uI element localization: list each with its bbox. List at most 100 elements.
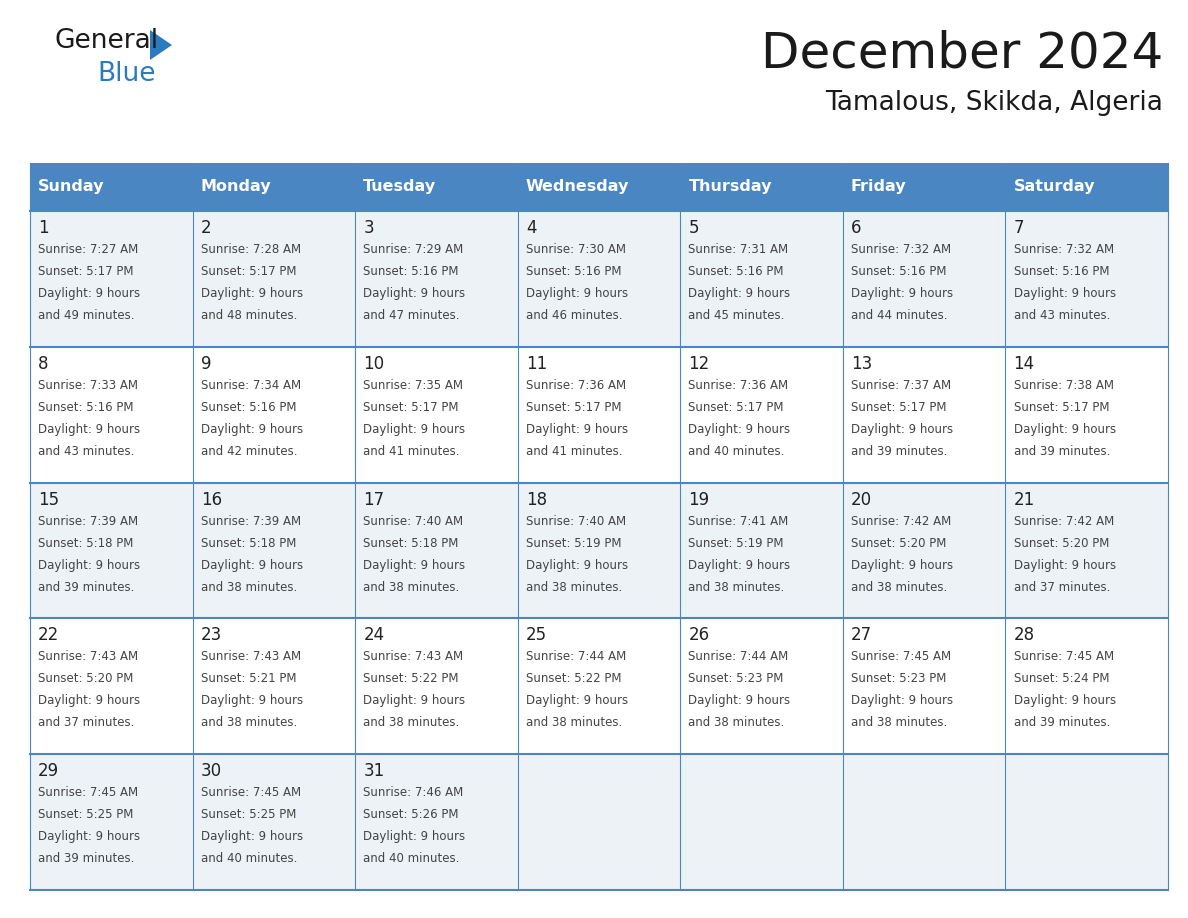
Bar (355, 619, 518, 755)
Text: Sunset: 5:23 PM: Sunset: 5:23 PM (688, 672, 784, 686)
Text: Sunrise: 7:44 AM: Sunrise: 7:44 AM (688, 650, 789, 664)
Text: Sunset: 5:16 PM: Sunset: 5:16 PM (688, 265, 784, 278)
Bar (1005, 483, 1168, 619)
Text: Sunset: 5:17 PM: Sunset: 5:17 PM (201, 265, 296, 278)
Text: Sunrise: 7:40 AM: Sunrise: 7:40 AM (526, 515, 626, 528)
Text: Sunset: 5:16 PM: Sunset: 5:16 PM (526, 265, 621, 278)
Bar (842, 211, 1005, 347)
Text: 7: 7 (1013, 219, 1024, 237)
Text: 26: 26 (688, 626, 709, 644)
Bar (192, 483, 355, 619)
Text: Daylight: 9 hours: Daylight: 9 hours (201, 558, 303, 572)
Text: Daylight: 9 hours: Daylight: 9 hours (38, 287, 140, 300)
Text: Wednesday: Wednesday (526, 180, 630, 195)
Text: 9: 9 (201, 354, 211, 373)
Text: Sunrise: 7:39 AM: Sunrise: 7:39 AM (38, 515, 138, 528)
Text: Sunrise: 7:32 AM: Sunrise: 7:32 AM (1013, 243, 1113, 256)
Text: and 45 minutes.: and 45 minutes. (688, 309, 785, 322)
Text: Daylight: 9 hours: Daylight: 9 hours (201, 423, 303, 436)
Text: Daylight: 9 hours: Daylight: 9 hours (364, 830, 466, 844)
Text: Sunrise: 7:46 AM: Sunrise: 7:46 AM (364, 786, 463, 800)
Text: and 38 minutes.: and 38 minutes. (688, 580, 784, 594)
Text: 16: 16 (201, 490, 222, 509)
Text: Sunrise: 7:31 AM: Sunrise: 7:31 AM (688, 243, 789, 256)
Text: and 38 minutes.: and 38 minutes. (526, 716, 623, 730)
Text: Daylight: 9 hours: Daylight: 9 hours (201, 694, 303, 708)
Text: 13: 13 (851, 354, 872, 373)
Text: and 38 minutes.: and 38 minutes. (526, 580, 623, 594)
Text: Daylight: 9 hours: Daylight: 9 hours (38, 558, 140, 572)
Text: Sunrise: 7:34 AM: Sunrise: 7:34 AM (201, 379, 301, 392)
Text: Daylight: 9 hours: Daylight: 9 hours (364, 558, 466, 572)
Bar (1005, 163, 1168, 211)
Text: Sunset: 5:25 PM: Sunset: 5:25 PM (38, 808, 133, 822)
Text: and 40 minutes.: and 40 minutes. (201, 852, 297, 865)
Text: and 38 minutes.: and 38 minutes. (364, 716, 460, 730)
Text: and 38 minutes.: and 38 minutes. (201, 580, 297, 594)
Text: Sunrise: 7:42 AM: Sunrise: 7:42 AM (1013, 515, 1114, 528)
Text: and 38 minutes.: and 38 minutes. (364, 580, 460, 594)
Text: Sunrise: 7:28 AM: Sunrise: 7:28 AM (201, 243, 301, 256)
Text: Sunrise: 7:29 AM: Sunrise: 7:29 AM (364, 243, 463, 256)
Text: 11: 11 (526, 354, 548, 373)
Bar (518, 163, 681, 211)
Text: Sunrise: 7:30 AM: Sunrise: 7:30 AM (526, 243, 626, 256)
Text: and 39 minutes.: and 39 minutes. (851, 445, 947, 458)
Text: Sunset: 5:19 PM: Sunset: 5:19 PM (526, 537, 621, 550)
Text: Sunrise: 7:43 AM: Sunrise: 7:43 AM (201, 650, 301, 664)
Bar (30, 347, 192, 483)
Bar (1005, 211, 1168, 347)
Bar (681, 755, 842, 890)
Bar (355, 347, 518, 483)
Text: and 41 minutes.: and 41 minutes. (526, 445, 623, 458)
Text: Sunrise: 7:42 AM: Sunrise: 7:42 AM (851, 515, 952, 528)
Text: Monday: Monday (201, 180, 271, 195)
Text: 5: 5 (688, 219, 699, 237)
Text: Blue: Blue (97, 61, 156, 87)
Text: Thursday: Thursday (688, 180, 772, 195)
Text: Sunset: 5:16 PM: Sunset: 5:16 PM (38, 401, 133, 414)
Text: Daylight: 9 hours: Daylight: 9 hours (688, 694, 790, 708)
Bar (681, 619, 842, 755)
Text: Daylight: 9 hours: Daylight: 9 hours (526, 694, 628, 708)
Text: Daylight: 9 hours: Daylight: 9 hours (1013, 287, 1116, 300)
Text: and 39 minutes.: and 39 minutes. (38, 852, 134, 865)
Text: Tuesday: Tuesday (364, 180, 436, 195)
Text: Sunday: Sunday (38, 180, 105, 195)
Bar (192, 347, 355, 483)
Text: 31: 31 (364, 762, 385, 780)
Bar (842, 755, 1005, 890)
Bar (355, 211, 518, 347)
Text: 30: 30 (201, 762, 222, 780)
Text: Sunset: 5:22 PM: Sunset: 5:22 PM (364, 672, 459, 686)
Text: Daylight: 9 hours: Daylight: 9 hours (1013, 558, 1116, 572)
Text: and 37 minutes.: and 37 minutes. (38, 716, 134, 730)
Text: Sunset: 5:16 PM: Sunset: 5:16 PM (201, 401, 296, 414)
Text: Sunset: 5:17 PM: Sunset: 5:17 PM (526, 401, 621, 414)
Text: and 46 minutes.: and 46 minutes. (526, 309, 623, 322)
Text: Sunrise: 7:37 AM: Sunrise: 7:37 AM (851, 379, 952, 392)
Bar (30, 483, 192, 619)
Text: Sunset: 5:18 PM: Sunset: 5:18 PM (201, 537, 296, 550)
Text: Sunset: 5:22 PM: Sunset: 5:22 PM (526, 672, 621, 686)
Text: 4: 4 (526, 219, 536, 237)
Text: and 41 minutes.: and 41 minutes. (364, 445, 460, 458)
Text: Daylight: 9 hours: Daylight: 9 hours (364, 694, 466, 708)
Text: and 44 minutes.: and 44 minutes. (851, 309, 948, 322)
Text: 8: 8 (38, 354, 49, 373)
Text: Sunrise: 7:43 AM: Sunrise: 7:43 AM (38, 650, 138, 664)
Text: and 49 minutes.: and 49 minutes. (38, 309, 134, 322)
Text: Daylight: 9 hours: Daylight: 9 hours (1013, 423, 1116, 436)
Text: Sunset: 5:20 PM: Sunset: 5:20 PM (851, 537, 947, 550)
Text: Sunset: 5:20 PM: Sunset: 5:20 PM (38, 672, 133, 686)
Text: 25: 25 (526, 626, 546, 644)
Text: Sunrise: 7:45 AM: Sunrise: 7:45 AM (1013, 650, 1113, 664)
Text: 24: 24 (364, 626, 385, 644)
Text: Sunset: 5:16 PM: Sunset: 5:16 PM (1013, 265, 1110, 278)
Text: Sunset: 5:18 PM: Sunset: 5:18 PM (38, 537, 133, 550)
Text: Sunset: 5:17 PM: Sunset: 5:17 PM (364, 401, 459, 414)
Bar (192, 619, 355, 755)
Text: and 42 minutes.: and 42 minutes. (201, 445, 297, 458)
Text: Daylight: 9 hours: Daylight: 9 hours (851, 423, 953, 436)
Bar (518, 347, 681, 483)
